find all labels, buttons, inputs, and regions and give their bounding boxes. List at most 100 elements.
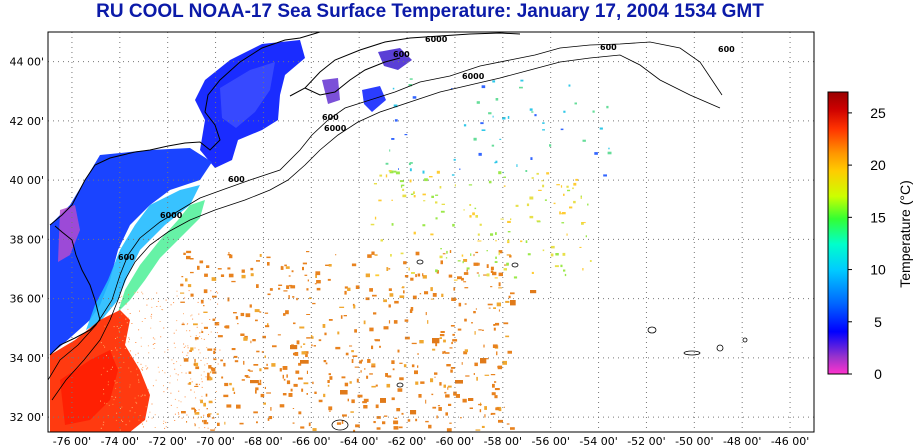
sst-pixel bbox=[198, 383, 200, 385]
sst-pixel bbox=[300, 345, 302, 348]
sst-pixel bbox=[569, 206, 573, 209]
sst-pixel bbox=[413, 231, 416, 235]
sst-pixel bbox=[450, 369, 453, 373]
sst-pixel bbox=[153, 343, 155, 344]
sst-pixel bbox=[475, 251, 479, 254]
sst-pixel bbox=[496, 302, 501, 307]
sst-pixel bbox=[163, 385, 164, 387]
sst-pixel bbox=[296, 340, 300, 345]
sst-pixel bbox=[220, 274, 225, 277]
sst-pixel bbox=[241, 269, 245, 273]
sst-pixel bbox=[561, 212, 563, 215]
sst-pixel bbox=[206, 422, 208, 424]
sst-pixel bbox=[174, 398, 176, 400]
sst-pixel bbox=[173, 363, 175, 365]
colorbar-label: Temperature (°C) bbox=[897, 180, 913, 288]
colorbar-tick-labels: 25 20 15 10 5 0 bbox=[848, 105, 886, 382]
longitude-tick-labels: -76 00' -74 00' -72 00' -70 00' -68 00' -66 0… bbox=[53, 435, 810, 448]
sst-pixel bbox=[505, 300, 510, 303]
sst-pixel bbox=[460, 417, 462, 419]
sst-pixel bbox=[440, 331, 445, 333]
sst-pixel bbox=[283, 378, 286, 381]
sst-pixel bbox=[152, 385, 154, 387]
sst-pixel bbox=[480, 122, 484, 125]
sst-pixel bbox=[430, 298, 435, 300]
sst-pixel bbox=[560, 128, 564, 131]
sst-pixel bbox=[270, 407, 272, 411]
sst-pixel bbox=[445, 257, 448, 259]
sst-pixel bbox=[175, 329, 177, 331]
sst-pixel bbox=[203, 422, 209, 425]
sst-pixel bbox=[490, 270, 494, 273]
sst-pixel bbox=[477, 233, 480, 236]
sst-pixel bbox=[308, 422, 311, 427]
sst-pixel bbox=[375, 404, 379, 409]
sst-pixel bbox=[181, 411, 186, 414]
sst-pixel bbox=[373, 312, 377, 315]
sst-pixel bbox=[432, 338, 440, 344]
sst-pixel bbox=[461, 362, 463, 365]
sst-pixel bbox=[353, 429, 356, 432]
sst-pixel bbox=[205, 376, 207, 378]
lon-tick-label: -54 00' bbox=[579, 435, 617, 448]
sst-pixel bbox=[507, 220, 511, 223]
sst-pixel bbox=[203, 305, 205, 307]
sst-pixel bbox=[215, 291, 217, 293]
sst-pixel bbox=[510, 218, 512, 221]
sst-pixel bbox=[213, 358, 217, 361]
sst-pixel bbox=[473, 373, 475, 375]
sst-pixel bbox=[555, 253, 559, 256]
sst-pixel bbox=[210, 371, 212, 374]
lon-tick-label: -76 00' bbox=[53, 435, 91, 448]
sst-pixel bbox=[412, 295, 417, 300]
sst-pixel bbox=[464, 303, 467, 305]
sst-pixel bbox=[156, 292, 158, 294]
sst-pixel bbox=[163, 423, 164, 424]
sst-pixel bbox=[534, 114, 537, 117]
sst-pixel bbox=[200, 359, 202, 361]
sst-pixel bbox=[195, 366, 200, 370]
sst-pixel bbox=[498, 287, 503, 289]
sst-pixel bbox=[411, 364, 415, 368]
sst-pixel bbox=[136, 368, 138, 370]
sst-pixel bbox=[278, 287, 281, 290]
sst-pixel bbox=[135, 342, 137, 343]
sst-pixel bbox=[129, 410, 131, 412]
sst-pixel bbox=[457, 260, 461, 262]
sst-pixel bbox=[285, 266, 290, 269]
sst-pixel bbox=[159, 321, 161, 322]
sst-pixel bbox=[582, 139, 586, 142]
sst-pixel bbox=[369, 288, 373, 292]
sst-pixel bbox=[227, 254, 231, 256]
sst-pixel bbox=[520, 240, 523, 243]
sst-pixel bbox=[150, 317, 152, 319]
sst-pixel bbox=[180, 283, 184, 287]
sst-pixel bbox=[436, 415, 438, 419]
sst-pixel bbox=[397, 349, 400, 353]
sst-pixel bbox=[135, 401, 137, 403]
sst-pixel bbox=[146, 304, 148, 306]
sst-pixel bbox=[174, 347, 176, 349]
lon-tick-label: -74 00' bbox=[101, 435, 139, 448]
sst-pixel bbox=[367, 254, 372, 258]
sst-pixel bbox=[211, 417, 215, 419]
contour-label: 6000 bbox=[425, 35, 448, 44]
sst-pixel bbox=[309, 297, 312, 299]
sst-pixel bbox=[203, 311, 208, 313]
sst-pixel bbox=[503, 176, 506, 178]
sst-pixel bbox=[194, 408, 196, 413]
sst-pixel bbox=[173, 302, 175, 304]
sst-pixel bbox=[529, 196, 534, 200]
sst-pixel bbox=[102, 424, 104, 426]
sst-pixel bbox=[410, 277, 414, 281]
sst-pixel bbox=[137, 374, 139, 376]
sst-pixel bbox=[156, 306, 158, 307]
sst-pixel bbox=[187, 352, 189, 354]
sst-pixel bbox=[345, 352, 349, 356]
sst-pixel bbox=[394, 119, 398, 122]
sst-pixel bbox=[488, 180, 492, 184]
sst-pixel bbox=[430, 378, 434, 383]
sst-pixel bbox=[188, 290, 190, 292]
sst-pixel bbox=[531, 177, 534, 179]
sst-pixel bbox=[194, 337, 199, 340]
